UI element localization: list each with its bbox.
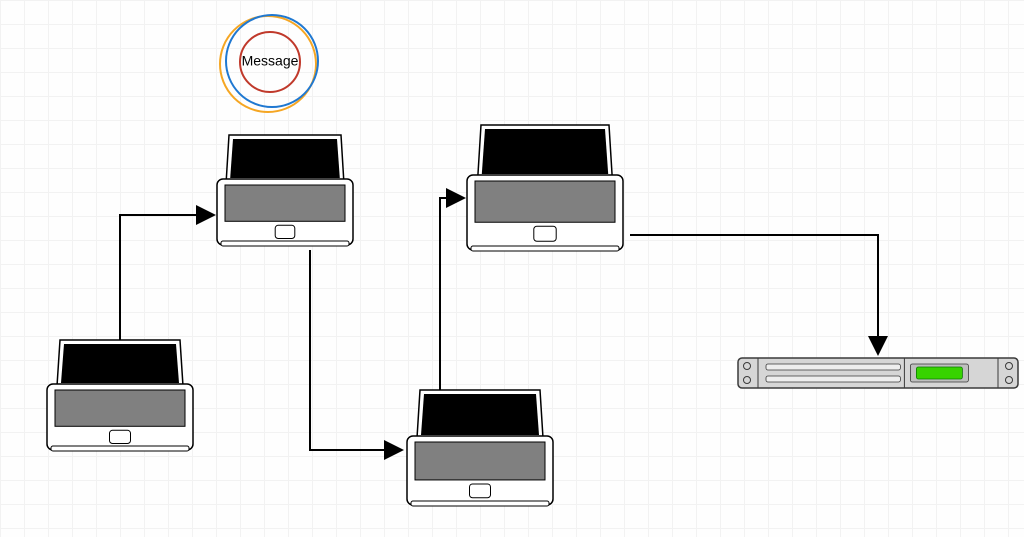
server-led bbox=[916, 367, 962, 379]
laptop-keyboard bbox=[55, 390, 185, 426]
connector-arrow bbox=[310, 250, 400, 450]
laptop-trackpad bbox=[534, 226, 556, 241]
connector-arrow bbox=[440, 198, 462, 390]
laptop-a bbox=[47, 340, 193, 451]
laptop-d bbox=[467, 125, 623, 251]
laptop-trackpad bbox=[470, 484, 491, 498]
laptop-keyboard bbox=[415, 442, 545, 480]
laptop-c bbox=[407, 390, 553, 506]
laptop-trackpad bbox=[110, 430, 131, 443]
laptop-keyboard bbox=[225, 185, 345, 221]
message-label: Message bbox=[242, 53, 299, 69]
connector-arrow bbox=[630, 235, 878, 352]
diagram-canvas: Message bbox=[0, 0, 1024, 537]
connector-arrow bbox=[120, 215, 212, 345]
laptop-lid bbox=[230, 139, 340, 178]
laptop-keyboard bbox=[475, 181, 615, 222]
laptop-lid bbox=[61, 344, 179, 383]
laptop-lid bbox=[421, 394, 539, 435]
laptop-lid bbox=[482, 129, 608, 174]
laptop-b bbox=[217, 135, 353, 246]
laptop-trackpad bbox=[275, 225, 295, 238]
message-node: Message bbox=[220, 15, 318, 112]
diagram-svg: Message bbox=[0, 0, 1024, 537]
server-rack bbox=[738, 358, 1018, 388]
